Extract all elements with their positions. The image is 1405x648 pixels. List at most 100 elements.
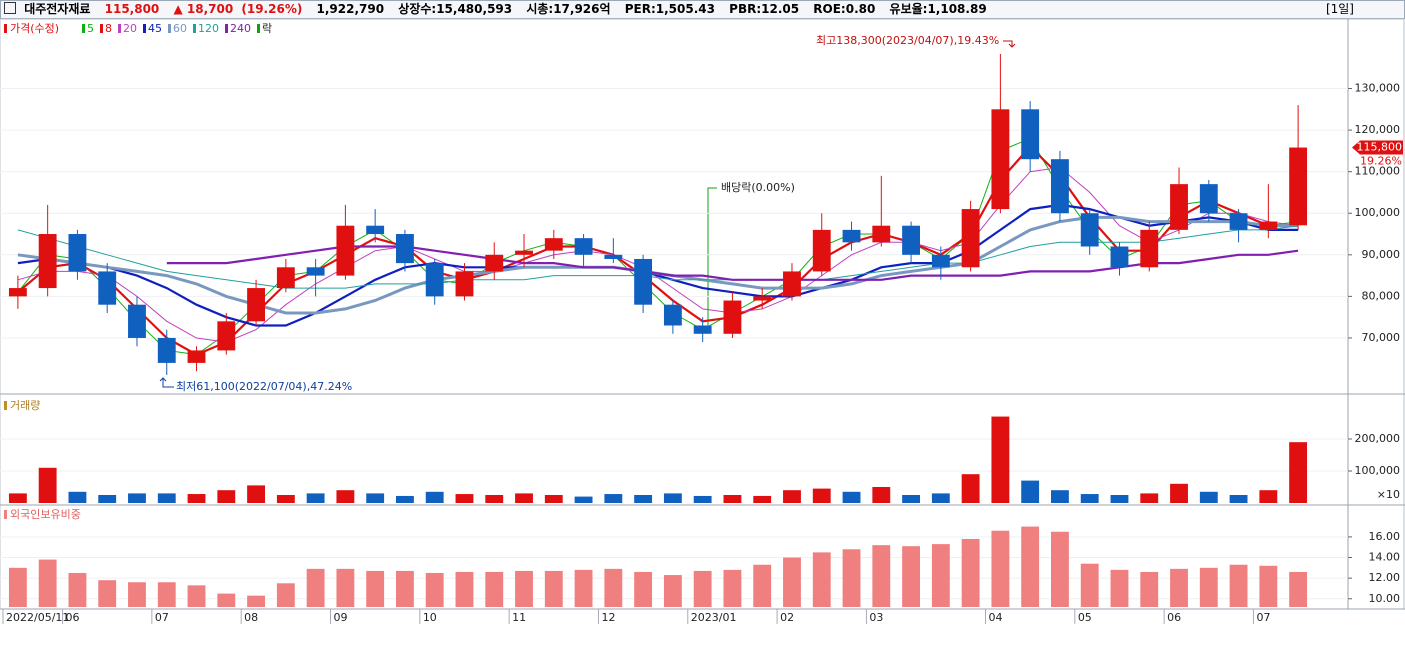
bar	[634, 571, 653, 607]
x-tick-label: 05	[1078, 611, 1092, 624]
bar	[812, 552, 831, 607]
bar	[1080, 563, 1099, 607]
bar	[1229, 564, 1248, 607]
change-pct: (19.26%)	[241, 2, 303, 16]
bar	[425, 491, 444, 503]
pbr: PBR:12.05	[729, 2, 800, 16]
x-tick-label: 07	[1256, 611, 1270, 624]
x-tick-label: 08	[244, 611, 258, 624]
change-tag-label: 19.26%	[1360, 155, 1402, 168]
bar	[1110, 569, 1129, 607]
candle-body	[544, 238, 563, 251]
candle-body	[1051, 159, 1069, 214]
volume: 1,922,790	[316, 2, 385, 16]
candle-body	[306, 267, 325, 276]
legend-swatch	[4, 401, 7, 410]
bar	[1080, 494, 1099, 503]
panel-title: 외국인보유비중	[10, 508, 81, 521]
dividend-line	[707, 187, 717, 330]
legend-swatch	[143, 24, 146, 33]
bar	[8, 493, 27, 503]
low-annotation: 최저61,100(2022/07/04),47.24%	[176, 380, 352, 393]
bar	[753, 564, 772, 607]
bar	[306, 568, 325, 607]
bar	[783, 490, 801, 503]
y-tick-label: 80,000	[1362, 289, 1401, 302]
high-arrow	[1003, 40, 1016, 48]
candle-body	[98, 271, 117, 305]
bar	[1170, 568, 1188, 607]
bar	[812, 488, 831, 503]
ma-line	[17, 203, 1299, 327]
per: PER:1,505.43	[624, 2, 715, 16]
bar	[306, 493, 325, 503]
bar	[38, 559, 57, 607]
candle-body	[276, 267, 295, 289]
candle-body	[634, 258, 653, 305]
candle-body	[1289, 147, 1308, 226]
bar	[544, 494, 563, 503]
bar	[931, 493, 950, 503]
bar	[247, 485, 265, 503]
candle-body	[455, 271, 474, 297]
candle-body	[604, 254, 623, 259]
legend-label: 60	[173, 22, 187, 35]
y-tick-label: 200,000	[1355, 432, 1401, 445]
bar	[961, 538, 980, 607]
checkbox[interactable]	[4, 2, 16, 14]
bar	[38, 467, 57, 503]
candle-body	[1259, 221, 1278, 230]
bar	[247, 595, 265, 607]
legend-swatch	[225, 24, 228, 33]
bar	[931, 544, 950, 607]
legend-label: 락	[262, 22, 272, 35]
legend-swatch	[82, 24, 85, 33]
x-tick-label: 04	[989, 611, 1003, 624]
bar	[187, 494, 206, 503]
bar	[336, 490, 355, 503]
x-tick-label: 07	[155, 611, 169, 624]
bar	[1289, 571, 1308, 607]
ma-line	[166, 245, 1299, 281]
bar	[991, 416, 1010, 503]
bar	[991, 530, 1010, 607]
bar	[634, 494, 653, 503]
price: 115,800	[104, 2, 160, 16]
bar	[604, 568, 623, 607]
period[interactable]: [1일]	[1325, 2, 1354, 16]
candle-body	[1140, 229, 1159, 268]
bar	[157, 582, 176, 607]
candle-body	[1229, 213, 1248, 230]
legend-swatch	[118, 24, 121, 33]
candle-body	[425, 263, 444, 297]
bar	[604, 494, 623, 503]
bar	[98, 494, 117, 503]
bar	[276, 494, 295, 503]
bar	[872, 486, 891, 503]
bar	[1051, 490, 1069, 503]
bar	[425, 572, 444, 607]
frame	[0, 18, 1405, 610]
bar	[1259, 490, 1278, 503]
bar	[485, 494, 504, 503]
candle-body	[723, 300, 742, 334]
reserve: 유보율:1,108.89	[889, 2, 987, 16]
y-tick-label: 110,000	[1355, 165, 1401, 178]
candle-body	[902, 225, 920, 255]
candle-body	[961, 209, 980, 268]
bar	[574, 569, 593, 607]
candle-body	[38, 234, 57, 289]
bar	[217, 490, 236, 503]
bar	[217, 593, 236, 607]
legend-label: 120	[198, 22, 219, 35]
candle-body	[842, 229, 861, 243]
candle-body	[8, 288, 27, 297]
candle-body	[872, 225, 891, 243]
candle-body	[1110, 246, 1129, 268]
bar	[276, 583, 295, 607]
bar	[1199, 491, 1218, 503]
bar	[902, 494, 920, 503]
ma-line	[17, 137, 1299, 356]
x-tick-label: 03	[869, 611, 883, 624]
stock-name: 대주전자재료	[24, 2, 91, 16]
